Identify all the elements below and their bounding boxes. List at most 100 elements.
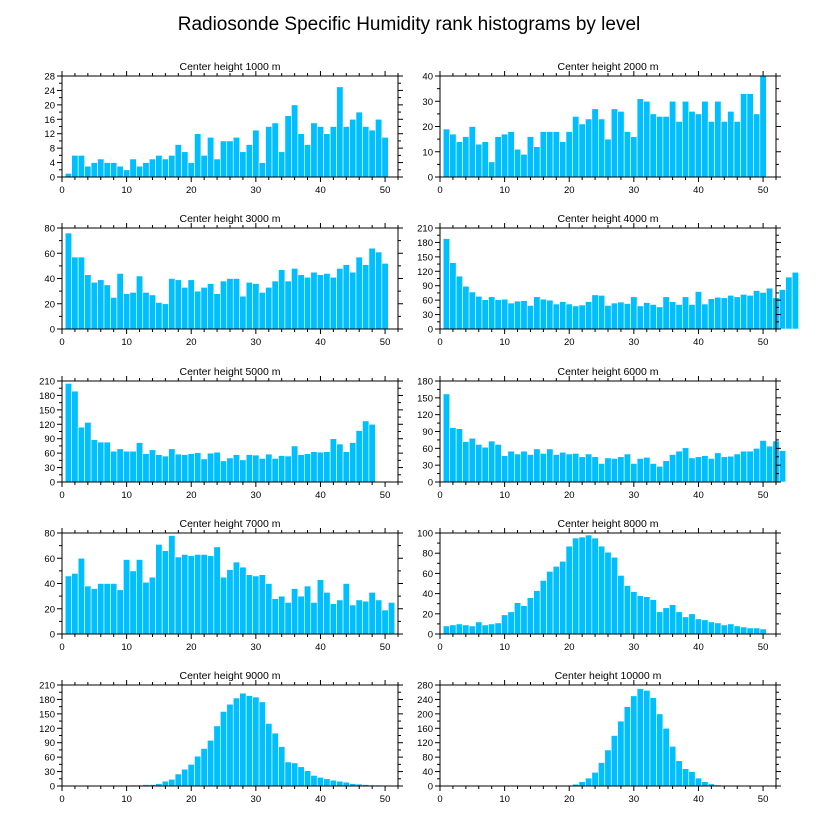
bar xyxy=(533,296,541,330)
y-tick-label: 0 xyxy=(50,630,55,641)
bar xyxy=(578,781,586,787)
bar xyxy=(123,293,131,330)
bar xyxy=(578,536,586,635)
bar xyxy=(649,113,657,178)
bar xyxy=(630,463,638,483)
y-tick-label: 180 xyxy=(417,377,433,388)
bar xyxy=(258,162,266,178)
bar xyxy=(733,121,741,178)
x-tick-label: 40 xyxy=(315,185,326,196)
x-tick-label: 0 xyxy=(437,794,442,805)
bar xyxy=(123,450,131,483)
bar xyxy=(598,463,606,483)
bar xyxy=(220,280,228,330)
bar xyxy=(740,450,748,483)
bar xyxy=(381,263,389,330)
bar xyxy=(252,696,260,787)
bar xyxy=(84,422,92,483)
bar xyxy=(110,583,118,635)
x-tick-label: 20 xyxy=(186,185,197,196)
bar xyxy=(481,299,489,330)
bar xyxy=(110,450,118,483)
bar xyxy=(271,458,279,483)
bar xyxy=(598,118,606,178)
bar xyxy=(200,287,208,330)
bar xyxy=(71,390,79,483)
x-tick-label: 50 xyxy=(380,794,391,805)
bar xyxy=(284,761,292,787)
bar xyxy=(501,133,509,178)
bar xyxy=(649,697,657,787)
y-tick-label: 80 xyxy=(422,753,433,764)
bar xyxy=(565,131,573,178)
y-tick-label: 30 xyxy=(422,97,433,108)
bar xyxy=(656,116,664,178)
bar xyxy=(662,607,670,635)
bar xyxy=(181,768,189,787)
bar xyxy=(682,447,690,483)
bar xyxy=(572,537,580,635)
y-tick-label: 30 xyxy=(422,461,433,472)
y-tick-label: 0 xyxy=(428,173,433,184)
bar xyxy=(181,554,189,635)
bar xyxy=(494,622,502,635)
bar xyxy=(442,128,450,178)
bar xyxy=(623,706,631,787)
bar xyxy=(442,393,450,483)
bar xyxy=(278,595,286,635)
bar xyxy=(284,455,292,483)
bar xyxy=(526,597,534,635)
bar xyxy=(533,146,541,178)
bar xyxy=(533,590,541,635)
bar xyxy=(507,302,515,330)
bar xyxy=(155,454,163,483)
bar xyxy=(682,296,690,330)
bar xyxy=(707,621,715,635)
y-tick-label: 0 xyxy=(428,782,433,793)
y-tick-label: 10 xyxy=(422,147,433,158)
bar xyxy=(617,111,625,178)
y-tick-label: 90 xyxy=(44,434,55,445)
bar xyxy=(514,148,522,178)
x-tick-label: 0 xyxy=(437,490,442,501)
x-tick-label: 0 xyxy=(59,490,64,501)
y-tick-label: 120 xyxy=(417,267,433,278)
bar xyxy=(297,133,305,178)
y-tick-label: 60 xyxy=(44,449,55,460)
bar xyxy=(675,121,683,178)
bar xyxy=(778,289,786,330)
bar xyxy=(148,576,156,635)
bar xyxy=(375,599,383,635)
bar xyxy=(381,137,389,178)
bar xyxy=(258,292,266,330)
y-tick-label: 60 xyxy=(44,554,55,565)
x-tick-label: 30 xyxy=(251,490,262,501)
bar xyxy=(526,454,534,483)
bar xyxy=(194,554,202,635)
bar xyxy=(727,623,735,635)
bar xyxy=(388,602,396,635)
bar xyxy=(148,449,156,483)
bar xyxy=(245,281,253,330)
bar xyxy=(142,162,150,178)
y-tick-label: 0 xyxy=(50,478,55,489)
bar xyxy=(336,599,344,635)
bar xyxy=(258,458,266,483)
bar xyxy=(291,588,299,635)
bar xyxy=(103,583,111,635)
y-tick-label: 0 xyxy=(428,325,433,336)
bar xyxy=(123,169,131,178)
panel-title: Center height 3000 m xyxy=(180,213,281,225)
bar xyxy=(552,454,560,483)
x-tick-label: 20 xyxy=(186,794,197,805)
bar xyxy=(449,262,457,330)
bar xyxy=(662,727,670,787)
y-tick-label: 120 xyxy=(417,410,433,421)
y-tick-label: 0 xyxy=(428,630,433,641)
y-tick-label: 8 xyxy=(50,144,55,155)
bar xyxy=(727,455,735,483)
bar xyxy=(97,279,105,330)
bar xyxy=(526,305,534,330)
bar xyxy=(304,144,312,178)
bar xyxy=(129,292,137,330)
